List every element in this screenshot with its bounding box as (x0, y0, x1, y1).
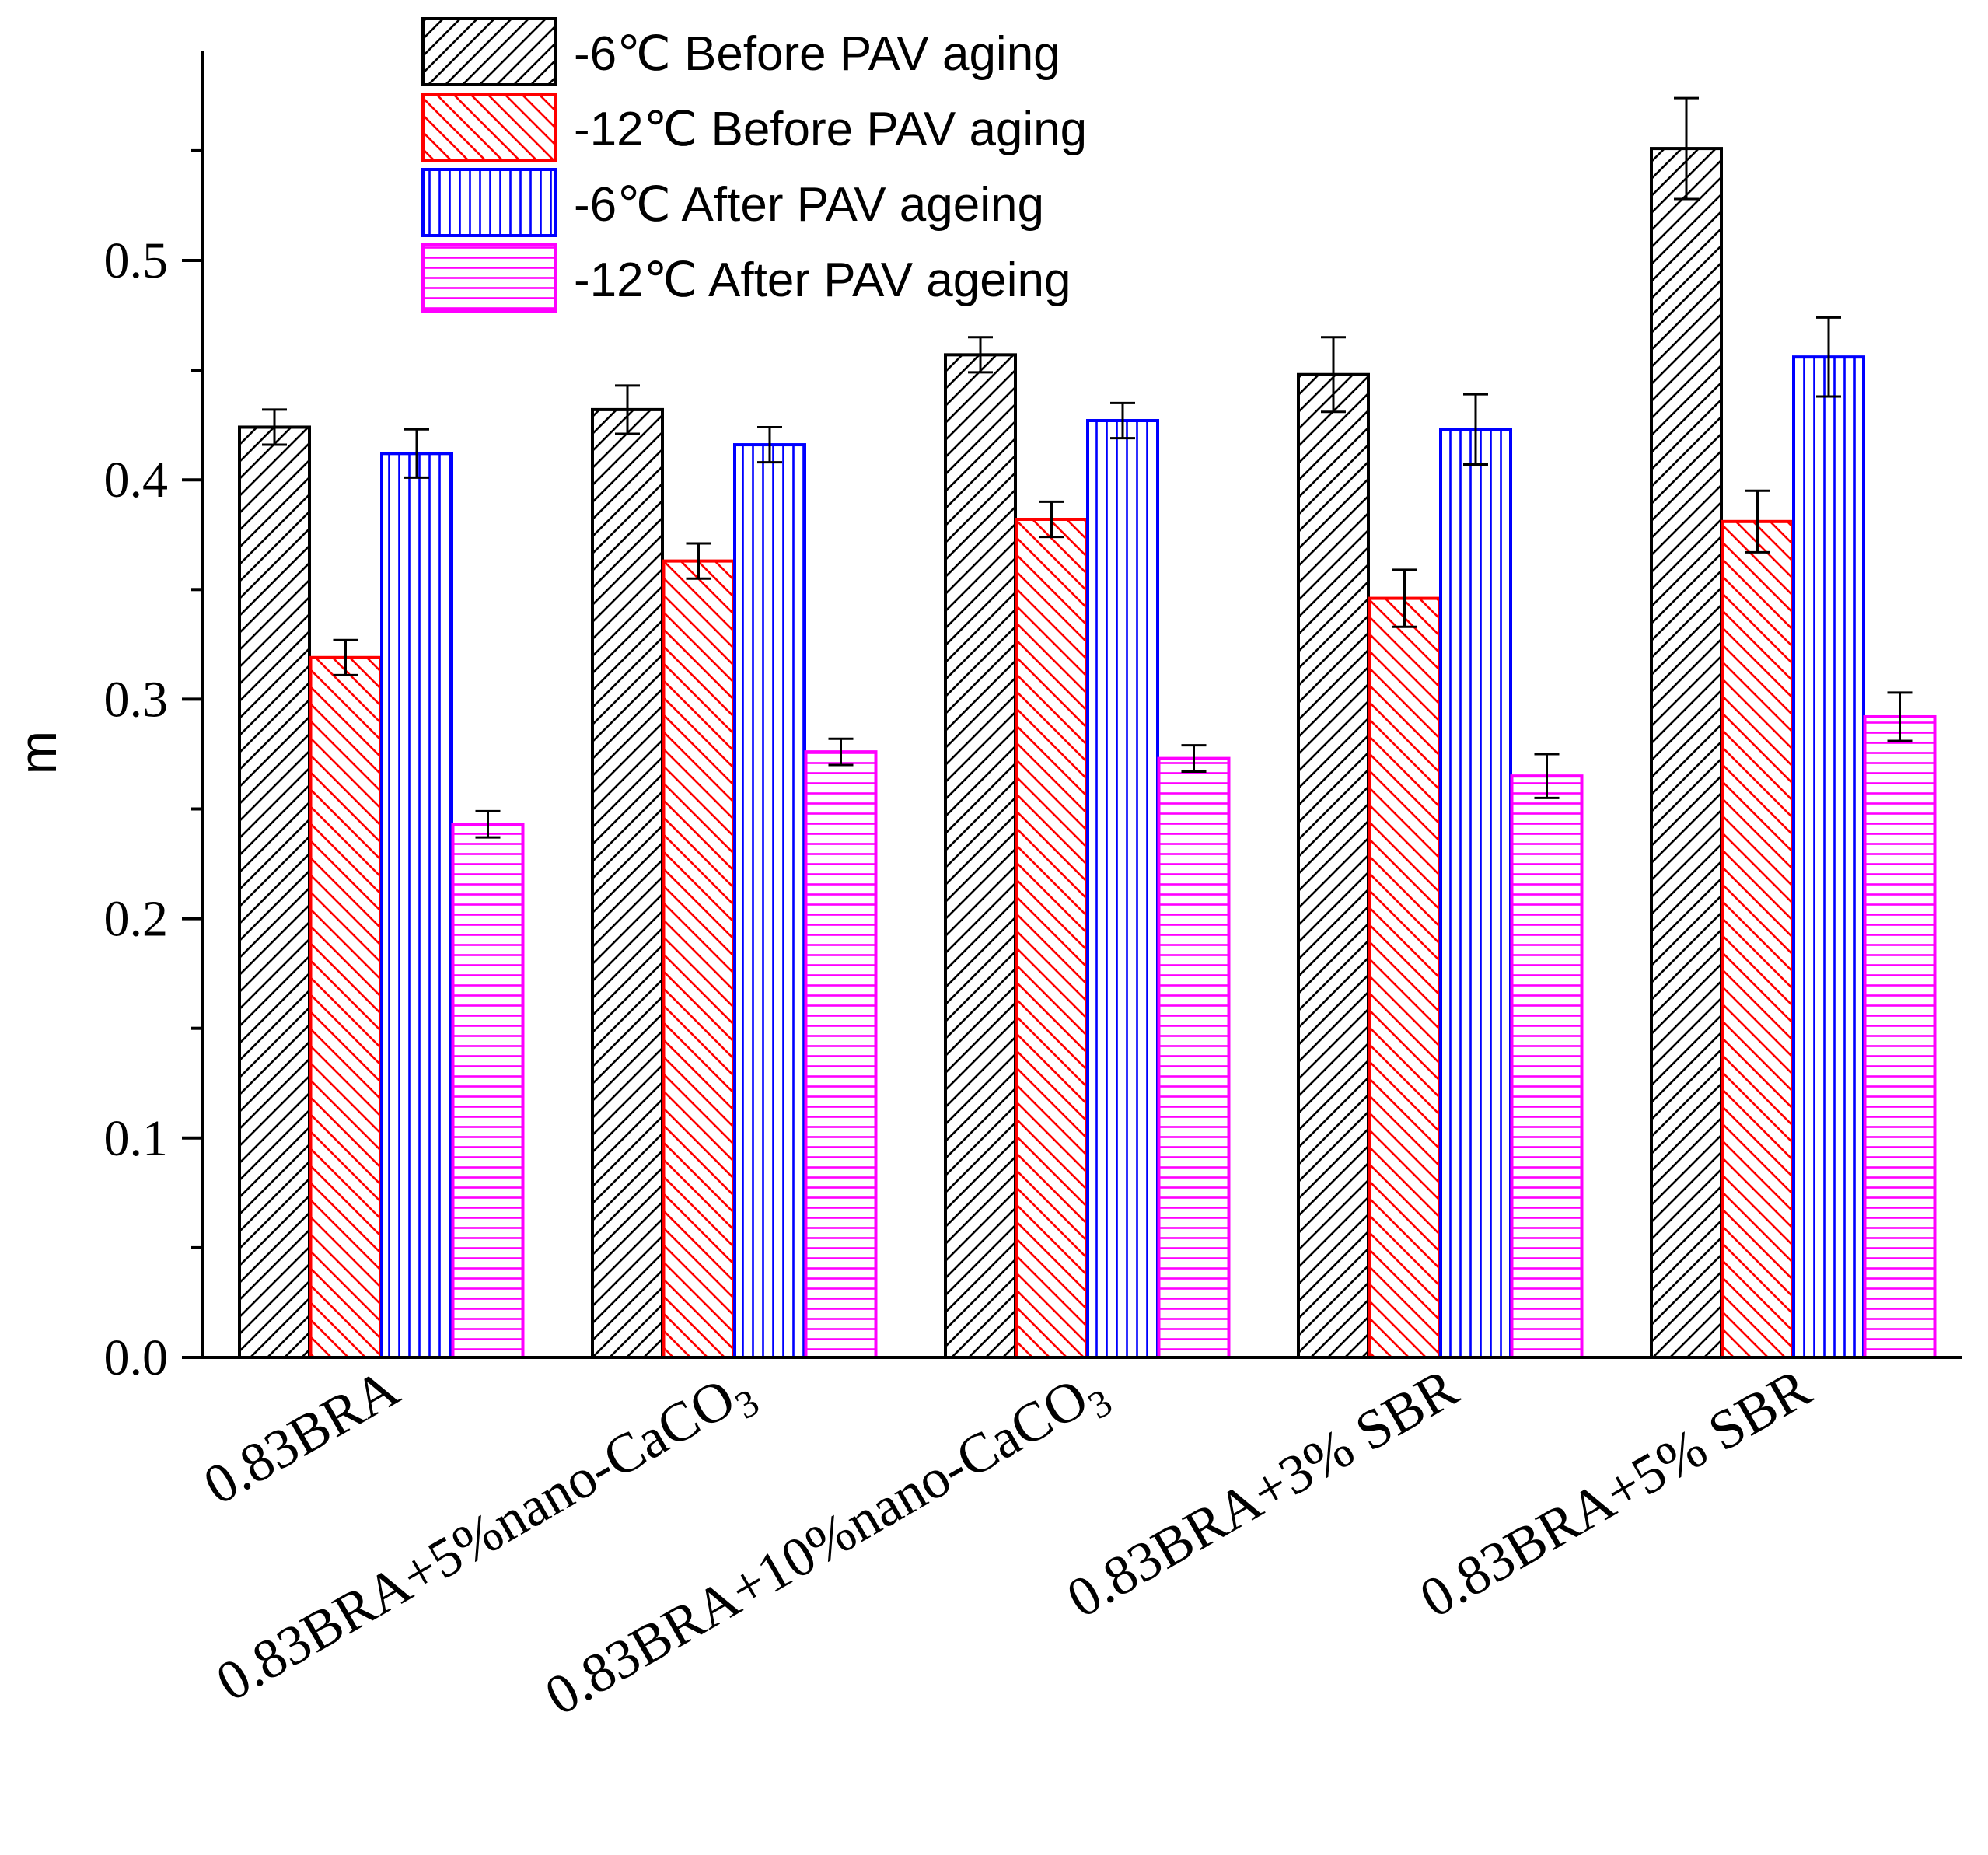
y-tick-label: 0.2 (104, 891, 169, 948)
error-bar (1745, 489, 1770, 554)
x-tick-label: 0.83BRA+3% SBR (1057, 1357, 1468, 1630)
x-tick-labels-layer: 0.83BRA0.83BRA+5%nano-CaCO30.83BRA+10%na… (194, 1357, 1821, 1735)
legend-item-3: -6℃ After PAV ageing (421, 168, 1044, 237)
x-tick-label-main: 0.83BRA (194, 1357, 409, 1517)
legend-item-2: -12℃ Before PAV aging (421, 93, 1087, 162)
error-bar (1816, 316, 1841, 398)
bar-1-0-83bra-10-nano-caco3 (944, 353, 1017, 1360)
bar-4-0-83bra-3-sbr (1510, 774, 1584, 1359)
error-bar (1321, 336, 1346, 414)
bar-3-0-83bra-3-sbr (1439, 428, 1512, 1360)
error-bar (262, 408, 287, 446)
legend-swatch (421, 243, 557, 313)
bar-3-0-83bra-5-nano-caco3 (733, 443, 806, 1359)
bar-1-0-83bra-5-nano-caco3 (591, 407, 664, 1359)
error-bar (828, 737, 854, 767)
bar-4-0-83bra (451, 823, 525, 1359)
y-tick-label: 0.0 (104, 1329, 169, 1386)
x-tick-label: 0.83BRA+5% SBR (1410, 1357, 1821, 1630)
x-tick-label-main: 0.83BRA+5% SBR (1410, 1357, 1821, 1630)
x-tick-label: 0.83BRA+10%nano-CaCO3 (535, 1357, 1120, 1735)
bar-3-0-83bra-10-nano-caco3 (1086, 419, 1159, 1359)
bar-2-0-83bra-5-nano-caco3 (662, 559, 735, 1359)
error-bar (333, 638, 358, 676)
y-tick-label: 0.1 (104, 1110, 169, 1167)
bar-2-0-83bra-10-nano-caco3 (1015, 517, 1088, 1359)
bar-2-0-83bra (309, 655, 383, 1359)
legend-label: -12℃ Before PAV aging (574, 103, 1087, 156)
error-bar (1534, 753, 1560, 799)
legend-item-4: -12℃ After PAV ageing (421, 243, 1071, 313)
bar-3-0-83bra-5-sbr (1792, 355, 1865, 1360)
bar-3-0-83bra (380, 452, 453, 1359)
y-axis-label: m (9, 731, 68, 775)
error-bars-layer (262, 96, 1913, 839)
bar-2-0-83bra-5-sbr (1721, 519, 1794, 1359)
legend-swatch (421, 93, 557, 162)
legend-label: -12℃ After PAV ageing (574, 253, 1071, 307)
error-bar (615, 384, 640, 435)
x-tick-label-main: 0.83BRA+3% SBR (1057, 1357, 1468, 1630)
error-bar (686, 542, 711, 580)
bar-1-0-83bra-5-sbr (1650, 147, 1723, 1359)
error-bar (1392, 568, 1417, 628)
bar-2-0-83bra-3-sbr (1368, 596, 1441, 1359)
y-tick-label: 0.4 (104, 452, 169, 508)
bars-layer (238, 147, 1937, 1360)
legend: -6℃ Before PAV aging -12℃ Before PAV agin… (421, 17, 1087, 313)
error-bar (1674, 96, 1699, 201)
legend-item-1: -6℃ Before PAV aging (421, 17, 1060, 86)
error-bar (475, 809, 501, 839)
y-tick-label: 0.5 (104, 232, 169, 289)
legend-label: -6℃ Before PAV aging (574, 27, 1060, 81)
legend-label: -6℃ After PAV ageing (574, 178, 1044, 232)
error-bar (1039, 500, 1064, 539)
x-tick-label: 0.83BRA (194, 1357, 409, 1517)
legend-swatch (421, 168, 557, 237)
error-bar (757, 425, 782, 464)
bar-1-0-83bra-3-sbr (1297, 372, 1370, 1359)
error-bar (1181, 744, 1207, 774)
bar-4-0-83bra-5-sbr (1863, 714, 1937, 1359)
error-bar (968, 336, 993, 374)
error-bar (404, 428, 429, 479)
bar-4-0-83bra-5-nano-caco3 (804, 750, 878, 1359)
y-tick-label: 0.3 (104, 671, 169, 728)
bar-1-0-83bra (238, 425, 311, 1359)
error-bar (1463, 393, 1488, 466)
y-ticks-layer: 0.0 0.1 0.2 0.3 0.4 0.5 (104, 148, 202, 1386)
bar-4-0-83bra-10-nano-caco3 (1157, 756, 1231, 1359)
error-bar (1110, 401, 1135, 440)
legend-swatch (421, 17, 557, 86)
error-bar (1887, 691, 1913, 742)
